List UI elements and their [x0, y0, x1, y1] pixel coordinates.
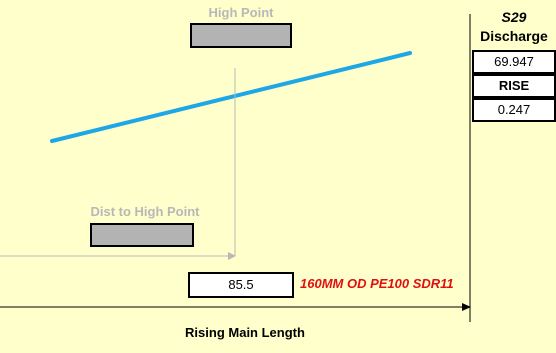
rising-main-arrow-head	[462, 303, 471, 311]
rising-main-length-label: Rising Main Length	[185, 325, 305, 340]
rising-main-length-value: 85.5	[188, 272, 294, 298]
station-id: S29	[501, 9, 527, 25]
pipe-profile-line	[50, 51, 412, 143]
discharge-value: 69.947	[472, 50, 556, 74]
dist-to-high-point-label: Dist to High Point	[90, 204, 200, 219]
high-point-label: High Point	[208, 5, 274, 20]
dist-arrow-head	[228, 252, 236, 260]
rise-label: RISE	[472, 74, 556, 98]
dist-to-high-point-value-box	[90, 223, 194, 247]
rise-value: 0.247	[472, 98, 556, 122]
discharge-label: Discharge	[480, 28, 548, 44]
pipe-spec-label: 160MM OD PE100 SDR11	[300, 276, 454, 291]
high-point-value-box	[190, 23, 292, 48]
